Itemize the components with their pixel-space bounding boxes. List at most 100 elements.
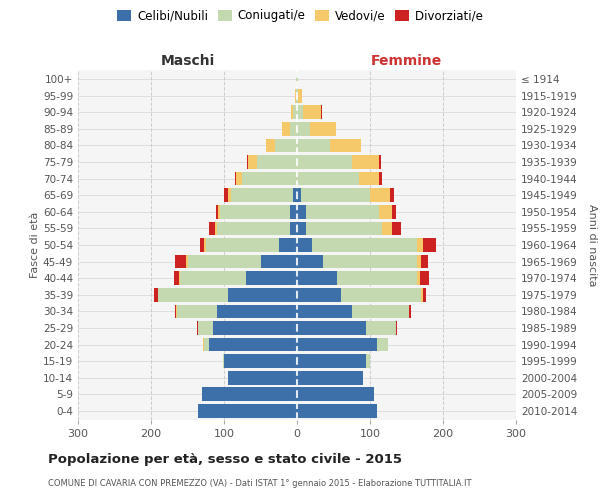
- Bar: [293, 188, 297, 202]
- Bar: [202, 388, 297, 401]
- Bar: [367, 354, 370, 368]
- Bar: [297, 238, 311, 252]
- Bar: [187, 255, 260, 268]
- Bar: [154, 288, 158, 302]
- Bar: [303, 106, 321, 119]
- Bar: [227, 188, 232, 202]
- Bar: [301, 188, 370, 202]
- Bar: [297, 388, 374, 401]
- Bar: [217, 304, 297, 318]
- Bar: [216, 205, 218, 218]
- Bar: [321, 106, 322, 119]
- Bar: [220, 205, 290, 218]
- Bar: [297, 321, 367, 334]
- Bar: [257, 156, 297, 169]
- Bar: [395, 321, 396, 334]
- Bar: [297, 172, 359, 186]
- Bar: [418, 272, 421, 285]
- Bar: [382, 222, 392, 235]
- Bar: [179, 272, 180, 285]
- Bar: [275, 138, 297, 152]
- Bar: [310, 122, 335, 136]
- Bar: [224, 354, 297, 368]
- Bar: [296, 72, 297, 86]
- Bar: [290, 122, 297, 136]
- Bar: [199, 321, 213, 334]
- Bar: [297, 188, 301, 202]
- Bar: [418, 255, 421, 268]
- Bar: [224, 188, 227, 202]
- Bar: [200, 238, 204, 252]
- Bar: [248, 156, 257, 169]
- Bar: [422, 288, 426, 302]
- Bar: [421, 255, 428, 268]
- Bar: [199, 404, 297, 417]
- Bar: [335, 122, 337, 136]
- Bar: [158, 288, 227, 302]
- Bar: [297, 354, 367, 368]
- Bar: [297, 89, 298, 102]
- Bar: [173, 272, 179, 285]
- Bar: [391, 188, 394, 202]
- Bar: [236, 172, 242, 186]
- Bar: [421, 288, 422, 302]
- Bar: [377, 338, 388, 351]
- Text: Maschi: Maschi: [160, 54, 215, 68]
- Y-axis label: Fasce di età: Fasce di età: [30, 212, 40, 278]
- Bar: [295, 89, 296, 102]
- Bar: [291, 106, 293, 119]
- Bar: [227, 371, 297, 384]
- Bar: [392, 205, 395, 218]
- Bar: [352, 156, 379, 169]
- Bar: [293, 106, 297, 119]
- Bar: [198, 321, 199, 334]
- Bar: [297, 371, 362, 384]
- Bar: [247, 156, 248, 169]
- Bar: [367, 321, 395, 334]
- Bar: [297, 156, 352, 169]
- Bar: [266, 138, 275, 152]
- Bar: [297, 138, 330, 152]
- Bar: [418, 238, 423, 252]
- Bar: [421, 272, 429, 285]
- Bar: [232, 188, 293, 202]
- Bar: [296, 89, 297, 102]
- Bar: [392, 222, 401, 235]
- Bar: [180, 272, 246, 285]
- Bar: [297, 404, 377, 417]
- Bar: [290, 222, 297, 235]
- Bar: [297, 222, 306, 235]
- Bar: [197, 321, 198, 334]
- Bar: [306, 205, 379, 218]
- Bar: [215, 222, 217, 235]
- Bar: [242, 172, 297, 186]
- Bar: [186, 255, 187, 268]
- Bar: [227, 288, 297, 302]
- Bar: [297, 272, 337, 285]
- Bar: [260, 255, 297, 268]
- Bar: [279, 238, 297, 252]
- Bar: [218, 205, 220, 218]
- Bar: [206, 238, 279, 252]
- Bar: [223, 354, 224, 368]
- Bar: [370, 188, 391, 202]
- Bar: [297, 122, 310, 136]
- Bar: [283, 122, 290, 136]
- Bar: [311, 238, 418, 252]
- Bar: [352, 304, 409, 318]
- Bar: [175, 304, 176, 318]
- Bar: [203, 338, 209, 351]
- Bar: [396, 321, 397, 334]
- Bar: [379, 205, 392, 218]
- Bar: [298, 89, 302, 102]
- Y-axis label: Anni di nascita: Anni di nascita: [587, 204, 597, 286]
- Bar: [297, 255, 323, 268]
- Bar: [306, 222, 382, 235]
- Bar: [217, 222, 290, 235]
- Text: Femmine: Femmine: [371, 54, 442, 68]
- Bar: [209, 222, 215, 235]
- Bar: [176, 304, 217, 318]
- Bar: [213, 321, 297, 334]
- Bar: [175, 255, 186, 268]
- Bar: [235, 172, 236, 186]
